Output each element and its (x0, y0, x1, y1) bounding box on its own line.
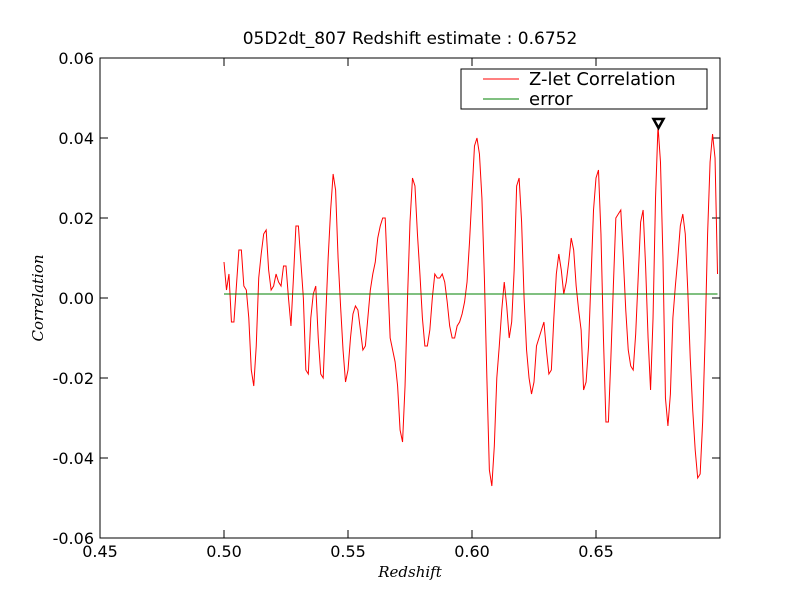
x-tick-label: 0.60 (454, 542, 490, 561)
y-tick-label: -0.06 (53, 529, 94, 548)
chart-title: 05D2dt_807 Redshift estimate : 0.6752 (243, 29, 578, 49)
plot-frame (99, 57, 721, 539)
legend-label: error (529, 89, 573, 110)
peak-marker (651, 117, 666, 131)
x-tick-label: 0.55 (330, 542, 366, 561)
x-tick-label: 0.65 (578, 542, 614, 561)
x-tick-label: 0.50 (206, 542, 242, 561)
y-axis-label: Correlation (29, 255, 47, 342)
y-tick-label: -0.02 (53, 369, 94, 388)
y-tick-label: 0.02 (58, 209, 94, 228)
x-tick-label: 0.45 (82, 542, 118, 561)
legend-box (460, 68, 708, 110)
y-tick-label: -0.04 (53, 449, 94, 468)
y-tick-label: 0.00 (58, 289, 94, 308)
x-axis-label: Redshift (377, 563, 442, 581)
y-tick-label: 0.06 (58, 49, 94, 68)
legend-label: Z-let Correlation (529, 69, 676, 90)
y-tick-label: 0.04 (58, 129, 94, 148)
series-line (223, 125, 719, 487)
